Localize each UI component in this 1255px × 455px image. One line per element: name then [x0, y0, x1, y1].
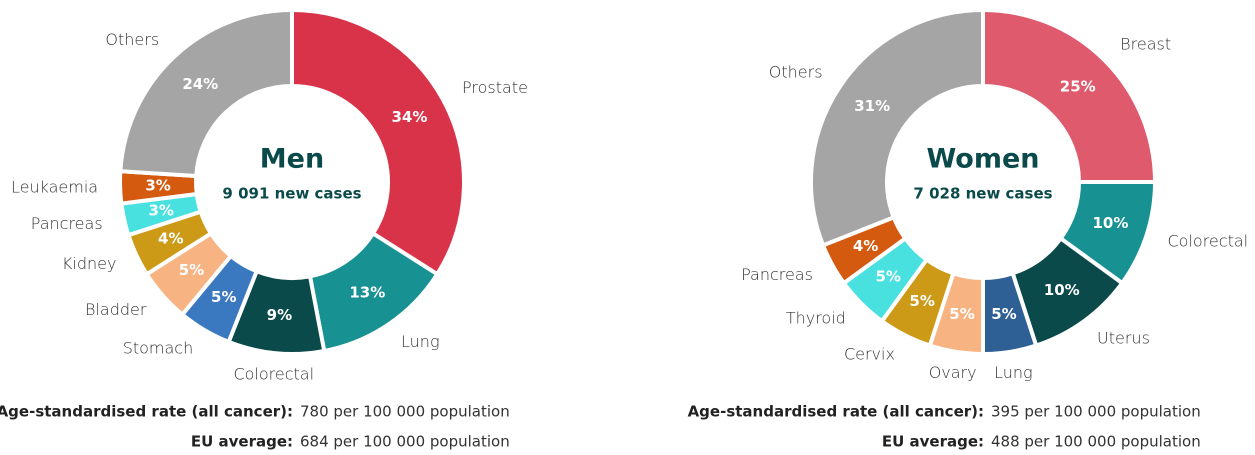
value-label: 25% [1060, 78, 1096, 96]
value-label: 10% [1044, 281, 1080, 299]
slice [290, 7, 466, 277]
category-label: Pancreas [741, 265, 813, 284]
center-title: Women [926, 144, 1039, 175]
category-label: Kidney [62, 254, 117, 273]
category-label: Lung [994, 363, 1033, 382]
category-label: Stomach [123, 338, 194, 357]
category-label: Prostate [462, 78, 528, 97]
footer-text: 684 per 100 000 population [300, 433, 510, 451]
slice [981, 7, 1158, 184]
category-label: Colorectal [1168, 231, 1249, 250]
value-label: 34% [391, 108, 427, 126]
slice [809, 7, 985, 248]
value-label: 9% [267, 306, 292, 324]
category-label: Ovary [929, 363, 977, 382]
value-label: 4% [158, 230, 183, 248]
value-label: 24% [182, 75, 218, 93]
value-label: 5% [211, 288, 236, 306]
value-label: 31% [854, 97, 890, 115]
category-label: Pancreas [31, 214, 103, 233]
center-subtitle: 7 028 new cases [913, 185, 1052, 203]
value-label: 5% [179, 261, 204, 279]
category-label: Uterus [1097, 328, 1150, 347]
category-label: Bladder [85, 300, 147, 319]
value-label: 3% [145, 177, 170, 195]
footer-label: EU average: [882, 433, 984, 451]
value-label: 5% [991, 305, 1016, 323]
value-label: 10% [1092, 214, 1128, 232]
category-label: Colorectal [233, 365, 314, 384]
category-label: Leukaemia [11, 178, 98, 197]
value-label: 5% [876, 267, 901, 285]
center-title: Men [260, 144, 324, 175]
category-label: Others [105, 30, 159, 49]
footer-text: 395 per 100 000 population [991, 403, 1201, 421]
value-label: 4% [853, 237, 878, 255]
category-label: Cervix [844, 344, 895, 363]
footer-label: Age-standardised rate (all cancer): [0, 403, 293, 421]
value-label: 5% [949, 305, 974, 323]
footer-label: EU average: [191, 433, 293, 451]
value-label: 5% [909, 292, 934, 310]
category-label: Lung [401, 332, 440, 351]
value-label: 3% [148, 202, 173, 220]
category-label: Others [769, 62, 823, 81]
slice [118, 7, 294, 179]
center-subtitle: 9 091 new cases [222, 185, 361, 203]
footer-text: 780 per 100 000 population [300, 403, 510, 421]
category-label: Breast [1120, 34, 1171, 53]
value-label: 13% [349, 283, 385, 301]
footer-label: Age-standardised rate (all cancer): [688, 403, 984, 421]
category-label: Thyroid [786, 309, 846, 328]
footer-text: 488 per 100 000 population [991, 433, 1201, 451]
